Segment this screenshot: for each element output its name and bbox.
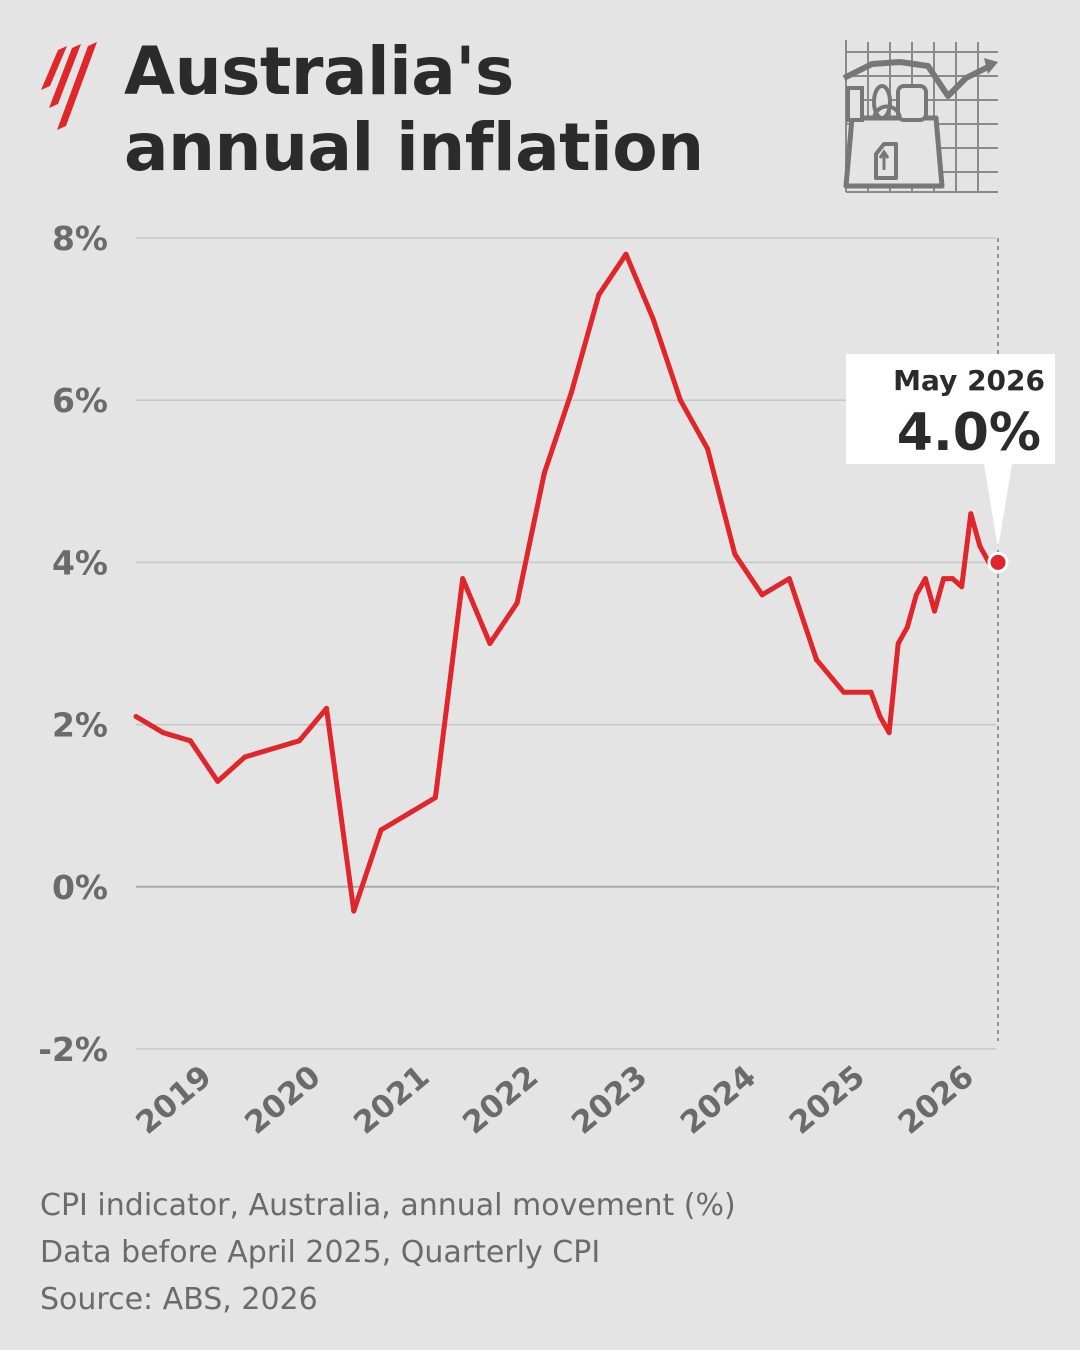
data-point [841, 689, 847, 695]
data-point [541, 470, 547, 476]
data-point [786, 576, 792, 582]
data-point [886, 730, 892, 736]
data-point [405, 811, 411, 817]
shopping-bag-chart-icon [842, 40, 998, 193]
data-point [187, 738, 193, 744]
data-point [959, 584, 965, 590]
y-tick-label: 6% [52, 381, 108, 420]
x-tick-label: 2021 [347, 1059, 436, 1142]
callout-value-label: 4.0% [897, 403, 1041, 463]
x-axis-tick-labels: 2019 2020 2021 2022 2023 2024 2025 2026 [129, 1059, 980, 1142]
data-point [895, 641, 901, 646]
y-tick-label: -2% [38, 1030, 108, 1069]
y-tick-label: 4% [52, 543, 108, 582]
footer-description: CPI indicator, Australia, annual movemen… [40, 1188, 736, 1223]
x-tick-label: 2020 [238, 1059, 327, 1142]
data-point [623, 251, 629, 257]
data-point [596, 292, 602, 298]
x-tick-label: 2019 [129, 1059, 218, 1142]
title-line-2: annual inflation [124, 109, 704, 186]
data-point [215, 778, 221, 784]
data-point [868, 689, 874, 695]
latest-value-dot [987, 551, 1009, 573]
data-point [732, 551, 738, 557]
x-tick-label: 2026 [892, 1059, 981, 1142]
data-point [814, 657, 819, 663]
data-point [324, 705, 329, 711]
page-title: Australia's annual inflation [124, 34, 704, 186]
data-point [932, 608, 937, 614]
data-point [296, 738, 302, 744]
data-point [877, 714, 883, 719]
data-point [242, 754, 248, 760]
data-point [269, 746, 275, 752]
data-point [351, 908, 357, 914]
data-point [514, 600, 520, 606]
data-point [913, 592, 919, 598]
callout-box [846, 354, 1055, 464]
y-tick-label: 0% [52, 868, 108, 907]
x-tick-label: 2025 [783, 1059, 872, 1142]
sbs-logo-icon [41, 42, 97, 130]
data-point [650, 316, 656, 322]
data-point [968, 511, 974, 517]
x-tick-label: 2023 [565, 1059, 654, 1142]
data-point [460, 576, 466, 582]
callout-pointer [984, 464, 1012, 549]
chart-footer: CPI indicator, Australia, annual movemen… [40, 1182, 736, 1323]
y-tick-label: 8% [52, 219, 108, 258]
data-point [677, 397, 683, 403]
data-point [432, 795, 438, 801]
y-tick-label: 2% [52, 706, 108, 745]
data-point [950, 576, 956, 582]
series-points [133, 251, 1001, 914]
data-point [378, 827, 384, 833]
data-point [759, 592, 765, 598]
callout-date-label: May 2026 [893, 364, 1045, 397]
data-point [922, 576, 928, 582]
title-line-1: Australia's [124, 33, 514, 110]
data-point [904, 624, 910, 630]
data-point [705, 446, 711, 452]
data-point [977, 543, 983, 549]
data-point [941, 576, 947, 582]
data-point [160, 730, 166, 736]
x-tick-label: 2022 [456, 1059, 545, 1142]
latest-value-callout: May 2026 4.0% [846, 354, 1055, 549]
series-line-cpi [133, 251, 1001, 914]
data-point [133, 714, 139, 719]
x-tick-label: 2024 [674, 1059, 763, 1142]
data-point [487, 641, 493, 646]
y-axis-tick-labels: 8% 6% 4% 2% 0% -2% [38, 219, 108, 1069]
footer-source: Source: ABS, 2026 [40, 1282, 318, 1317]
data-point [569, 389, 574, 395]
footer-data-note: Data before April 2025, Quarterly CPI [40, 1235, 601, 1270]
